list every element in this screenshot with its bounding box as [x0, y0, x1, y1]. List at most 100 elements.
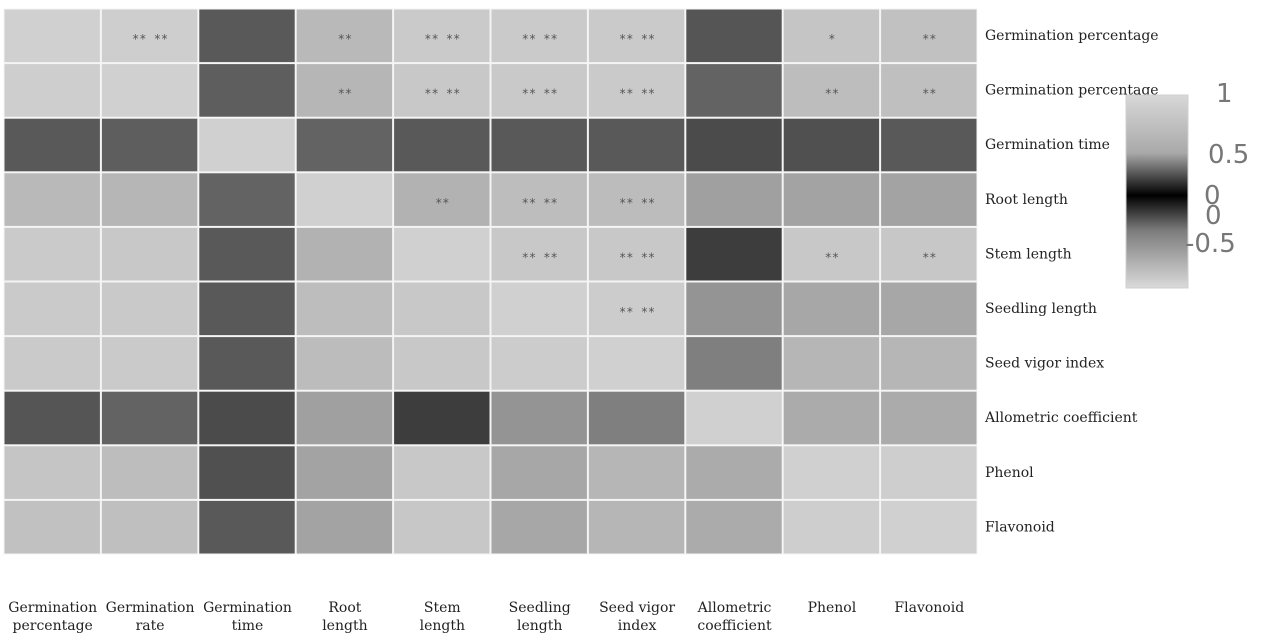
heatmap-cell-r8-c4: [295, 390, 394, 446]
row-label-1: Germination percentage: [985, 28, 1159, 44]
heatmap-cell-r7-c3: [198, 336, 296, 391]
heatmap-cell-r6-c2: [100, 281, 199, 337]
heatmap-cell-r8-c2: [100, 390, 199, 446]
row-label-9: Phenol: [985, 465, 1034, 481]
heatmap-cell-r3-c4: [295, 117, 394, 173]
heatmap-cell-r6-c9: [782, 281, 881, 337]
colorbar-tick-1: 1: [1216, 79, 1233, 109]
heatmap-cell-r8-c8: [685, 390, 783, 446]
heatmap-cell-r3-c5: [393, 117, 491, 173]
heatmap-annotation-r1-c2: ** **: [132, 32, 168, 46]
heatmap-cell-r9-c3: [198, 445, 296, 500]
heatmap-cell-r10-c7: [587, 499, 686, 555]
heatmap-cell-r2-c5: [393, 63, 491, 118]
heatmap-cell-r1-c6: [490, 8, 588, 64]
heatmap-cell-r5-c9: [782, 226, 881, 282]
heatmap-cell-r8-c6: [490, 390, 588, 446]
heatmap-cell-r4-c4: [295, 172, 394, 227]
heatmap-cell-r4-c10: [880, 172, 978, 227]
column-label-3: Germination time: [203, 600, 292, 634]
column-label-4: Root length: [322, 600, 367, 634]
heatmap-annotation-r4-c7: ** **: [619, 196, 655, 210]
heatmap-cell-r2-c1: [3, 63, 101, 118]
heatmap-cell-r9-c5: [393, 445, 491, 500]
heatmap-cell-r9-c9: [782, 445, 881, 500]
colorbar-tick-4: 0: [1205, 201, 1222, 231]
heatmap-cell-r5-c3: [198, 226, 296, 282]
heatmap-cells: [3, 8, 978, 555]
heatmap-cell-r3-c8: [685, 117, 783, 173]
heatmap-cell-r7-c6: [490, 336, 588, 391]
heatmap-cell-r9-c2: [100, 445, 199, 500]
column-label-7: Seed vigor index: [599, 600, 675, 634]
heatmap-cell-r5-c2: [100, 226, 199, 282]
heatmap-cell-r2-c4: [295, 63, 394, 118]
heatmap-cell-r10-c6: [490, 499, 588, 555]
heatmap-annotation-r2-c4: **: [338, 87, 352, 101]
heatmap-annotation-r2-c7: ** **: [619, 87, 655, 101]
heatmap-cell-r5-c8: [685, 226, 783, 282]
colorbar-tick-2: 0.5: [1208, 140, 1249, 170]
heatmap-annotation-r2-c9: **: [825, 87, 839, 101]
row-label-10: Flavonoid: [985, 519, 1055, 535]
column-label-2: Germination rate: [106, 600, 195, 634]
heatmap-cell-r2-c10: [880, 63, 978, 118]
heatmap-cell-r1-c3: [198, 8, 296, 64]
heatmap-cell-r9-c8: [685, 445, 783, 500]
heatmap-cell-r3-c2: [100, 117, 199, 173]
heatmap-cell-r6-c3: [198, 281, 296, 337]
heatmap-annotation-r1-c9: *: [828, 32, 835, 46]
heatmap-cell-r7-c1: [3, 336, 101, 391]
heatmap-annotation-r4-c6: ** **: [522, 196, 558, 210]
colorbar-legend: 10.500-0.5: [1125, 79, 1249, 289]
heatmap-annotation-r1-c7: ** **: [619, 32, 655, 46]
heatmap-cell-r10-c10: [880, 499, 978, 555]
heatmap-cell-r1-c1: [3, 8, 101, 64]
column-label-8: Allometric coefficient: [697, 600, 772, 634]
heatmap-cell-r10-c2: [100, 499, 199, 555]
heatmap-cell-r5-c4: [295, 226, 394, 282]
heatmap-cell-r10-c3: [198, 499, 296, 555]
heatmap-cell-r9-c4: [295, 445, 394, 500]
heatmap-cell-r8-c9: [782, 390, 881, 446]
heatmap-cell-r3-c7: [587, 117, 686, 173]
heatmap-cell-r5-c10: [880, 226, 978, 282]
heatmap-annotation-r2-c5: ** **: [424, 87, 460, 101]
column-label-9: Phenol: [808, 600, 857, 616]
colorbar-tick-5: -0.5: [1185, 229, 1236, 259]
heatmap-cell-r10-c1: [3, 499, 101, 555]
heatmap-cell-r7-c5: [393, 336, 491, 391]
heatmap-cell-r1-c9: [782, 8, 881, 64]
heatmap-cell-r7-c9: [782, 336, 881, 391]
heatmap-cell-r2-c7: [587, 63, 686, 118]
row-label-2: Germination percentage: [985, 83, 1159, 99]
heatmap-cell-r5-c6: [490, 226, 588, 282]
heatmap-cell-r7-c4: [295, 336, 394, 391]
column-label-1: Germination percentage: [8, 600, 97, 634]
heatmap-cell-r1-c4: [295, 8, 394, 64]
heatmap-cell-r6-c7: [587, 281, 686, 337]
heatmap-cell-r5-c5: [393, 226, 491, 282]
row-label-4: Root length: [985, 192, 1068, 208]
heatmap-cell-r2-c2: [100, 63, 199, 118]
heatmap-cell-r7-c2: [100, 336, 199, 391]
heatmap-cell-r8-c7: [587, 390, 686, 446]
heatmap-cell-r10-c5: [393, 499, 491, 555]
heatmap-cell-r1-c10: [880, 8, 978, 64]
heatmap-cell-r6-c8: [685, 281, 783, 337]
heatmap-cell-r4-c7: [587, 172, 686, 227]
column-label-5: Stem length: [420, 600, 465, 634]
heatmap-annotation-r1-c4: **: [338, 32, 352, 46]
heatmap-cell-r5-c1: [3, 226, 101, 282]
heatmap-cell-r8-c1: [3, 390, 101, 446]
heatmap-annotations: ** ** ** ** ** ** ** ** ** * **** ** ** ** ** ** …: [132, 32, 936, 319]
heatmap-cell-r4-c2: [100, 172, 199, 227]
heatmap-annotation-r5-c7: ** **: [619, 250, 655, 264]
heatmap-cell-r4-c5: [393, 172, 491, 227]
heatmap-annotation-r2-c10: **: [922, 87, 936, 101]
column-label-6: Seedling length: [509, 600, 571, 634]
heatmap-cell-r9-c7: [587, 445, 686, 500]
heatmap-cell-r8-c5: [393, 390, 491, 446]
heatmap-cell-r7-c10: [880, 336, 978, 391]
